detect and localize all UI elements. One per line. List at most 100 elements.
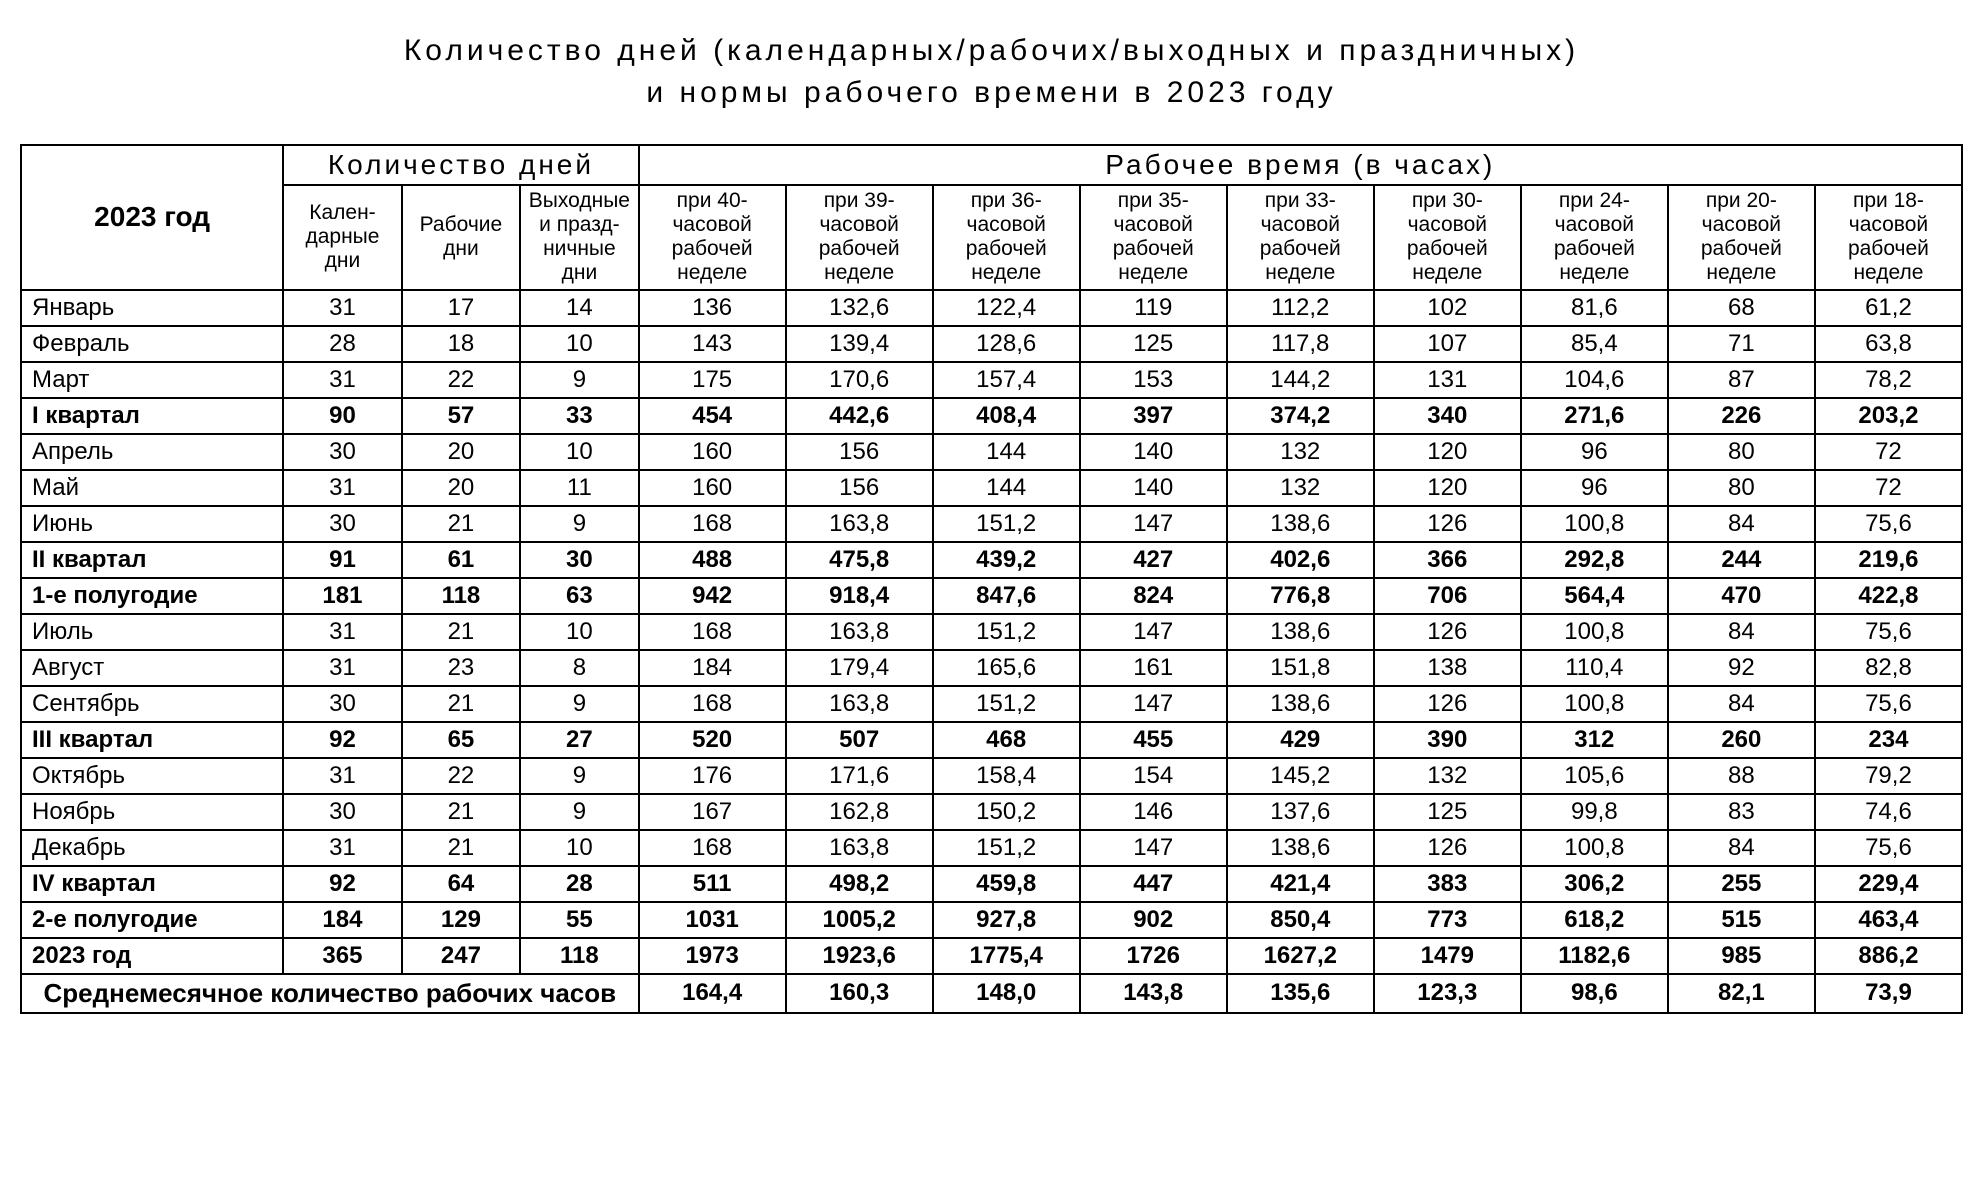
cell-value: 9 (520, 758, 638, 794)
cell-value: 126 (1374, 506, 1521, 542)
cell-value: 81,6 (1521, 290, 1668, 326)
cell-value: 84 (1668, 506, 1815, 542)
cell-value: 107 (1374, 326, 1521, 362)
cell-value: 139,4 (786, 326, 933, 362)
cell-value: 65 (402, 722, 520, 758)
cell-value: 28 (520, 866, 638, 902)
row-label: Сентябрь (21, 686, 283, 722)
cell-value: 14 (520, 290, 638, 326)
table-body: Январь311714136132,6122,4119112,210281,6… (21, 290, 1962, 1013)
cell-value: 80 (1668, 470, 1815, 506)
cell-value: 85,4 (1521, 326, 1668, 362)
cell-value: 144 (933, 470, 1080, 506)
cell-value: 80 (1668, 434, 1815, 470)
cell-value: 132 (1227, 470, 1374, 506)
header-hour-col: при 24-часовой рабочей неделе (1521, 185, 1668, 290)
header-hour-col: при 33-часовой рабочей неделе (1227, 185, 1374, 290)
cell-value: 421,4 (1227, 866, 1374, 902)
table-row: II квартал916130488475,8439,2427402,6366… (21, 542, 1962, 578)
cell-value: 255 (1668, 866, 1815, 902)
title-line-1: Количество дней (календарных/рабочих/вых… (404, 34, 1579, 67)
cell-value: 84 (1668, 686, 1815, 722)
cell-value: 17 (402, 290, 520, 326)
cell-value: 902 (1080, 902, 1227, 938)
row-label: I квартал (21, 398, 283, 434)
cell-value: 75,6 (1815, 830, 1962, 866)
cell-value: 219,6 (1815, 542, 1962, 578)
cell-value: 71 (1668, 326, 1815, 362)
cell-value: 75,6 (1815, 506, 1962, 542)
cell-value: 850,4 (1227, 902, 1374, 938)
cell-value: 515 (1668, 902, 1815, 938)
cell-value: 942 (639, 578, 786, 614)
cell-value: 397 (1080, 398, 1227, 434)
table-row: Март31229175170,6157,4153144,2131104,687… (21, 362, 1962, 398)
cell-value: 163,8 (786, 614, 933, 650)
cell-value: 164,4 (639, 974, 786, 1013)
cell-value: 21 (402, 830, 520, 866)
cell-value: 459,8 (933, 866, 1080, 902)
cell-value: 455 (1080, 722, 1227, 758)
cell-value: 61,2 (1815, 290, 1962, 326)
cell-value: 126 (1374, 614, 1521, 650)
header-year: 2023 год (21, 145, 283, 290)
calendar-table: 2023 год Количество дней Рабочее время (… (20, 144, 1963, 1014)
cell-value: 439,2 (933, 542, 1080, 578)
header-day-col: Кален- дарные дни (283, 185, 401, 290)
cell-value: 374,2 (1227, 398, 1374, 434)
cell-value: 156 (786, 470, 933, 506)
cell-value: 55 (520, 902, 638, 938)
cell-value: 292,8 (1521, 542, 1668, 578)
cell-value: 706 (1374, 578, 1521, 614)
cell-value: 511 (639, 866, 786, 902)
cell-value: 163,8 (786, 686, 933, 722)
cell-value: 136 (639, 290, 786, 326)
cell-value: 154 (1080, 758, 1227, 794)
cell-value: 408,4 (933, 398, 1080, 434)
row-label: III квартал (21, 722, 283, 758)
cell-value: 776,8 (1227, 578, 1374, 614)
table-row: Февраль281810143139,4128,6125117,810785,… (21, 326, 1962, 362)
cell-value: 8 (520, 650, 638, 686)
table-row: 2023 год36524711819731923,61775,41726162… (21, 938, 1962, 974)
cell-value: 31 (283, 290, 401, 326)
cell-value: 1005,2 (786, 902, 933, 938)
table-row: 1-е полугодие18111863942918,4847,6824776… (21, 578, 1962, 614)
cell-value: 138,6 (1227, 830, 1374, 866)
cell-value: 104,6 (1521, 362, 1668, 398)
cell-value: 27 (520, 722, 638, 758)
cell-value: 470 (1668, 578, 1815, 614)
cell-value: 151,8 (1227, 650, 1374, 686)
cell-value: 773 (1374, 902, 1521, 938)
cell-value: 30 (283, 434, 401, 470)
cell-value: 147 (1080, 686, 1227, 722)
cell-value: 140 (1080, 434, 1227, 470)
cell-value: 92 (1668, 650, 1815, 686)
cell-value: 271,6 (1521, 398, 1668, 434)
cell-value: 96 (1521, 434, 1668, 470)
cell-value: 365 (283, 938, 401, 974)
cell-value: 161 (1080, 650, 1227, 686)
cell-value: 110,4 (1521, 650, 1668, 686)
row-label: Июль (21, 614, 283, 650)
row-label: Май (21, 470, 283, 506)
cell-value: 100,8 (1521, 830, 1668, 866)
cell-value: 92 (283, 722, 401, 758)
cell-value: 21 (402, 686, 520, 722)
cell-value: 31 (283, 650, 401, 686)
cell-value: 23 (402, 650, 520, 686)
cell-value: 168 (639, 830, 786, 866)
cell-value: 10 (520, 830, 638, 866)
cell-value: 168 (639, 614, 786, 650)
table-row: Июнь30219168163,8151,2147138,6126100,884… (21, 506, 1962, 542)
cell-value: 429 (1227, 722, 1374, 758)
row-label: Февраль (21, 326, 283, 362)
cell-value: 119 (1080, 290, 1227, 326)
cell-value: 184 (639, 650, 786, 686)
cell-value: 927,8 (933, 902, 1080, 938)
cell-value: 31 (283, 758, 401, 794)
row-label: 2-е полугодие (21, 902, 283, 938)
cell-value: 11 (520, 470, 638, 506)
cell-value: 10 (520, 326, 638, 362)
cell-value: 138,6 (1227, 686, 1374, 722)
